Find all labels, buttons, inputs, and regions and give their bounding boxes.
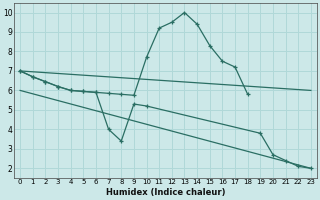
X-axis label: Humidex (Indice chaleur): Humidex (Indice chaleur)	[106, 188, 225, 197]
